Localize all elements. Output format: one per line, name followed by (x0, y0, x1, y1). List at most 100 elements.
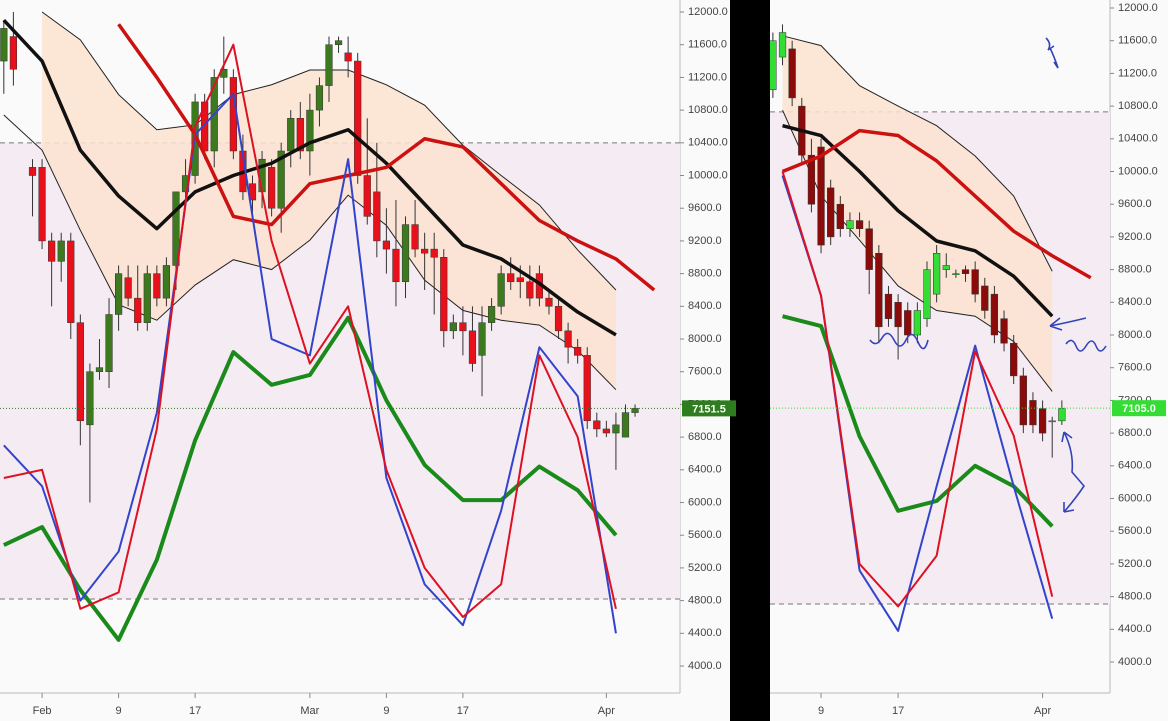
annotations (869, 37, 1107, 513)
candle-body (449, 322, 457, 332)
plot-area (0, 11, 680, 642)
candle-body (296, 118, 304, 152)
band-line (782, 35, 1053, 272)
y-tick-label: 5200.0 (688, 562, 722, 574)
annotation-arrow (1049, 317, 1087, 331)
candle-body (421, 248, 429, 254)
y-tick-label: 7600.0 (688, 366, 722, 378)
candle-body (574, 346, 582, 356)
candle-body (268, 167, 276, 209)
candle-body (153, 273, 161, 299)
candle-body (807, 154, 816, 205)
y-tick-label: 10800.0 (1118, 100, 1158, 112)
candle-body (545, 297, 553, 307)
candle-body (855, 220, 864, 229)
candle-body (631, 408, 639, 413)
annotation-arrow (1061, 431, 1086, 513)
annotation-arrow (1045, 37, 1059, 69)
candle-body (344, 52, 352, 62)
y-tick-label: 6000.0 (1118, 492, 1152, 504)
candle-body (602, 428, 610, 434)
y-tick-label: 4800.0 (688, 595, 722, 607)
candle-body (778, 32, 787, 58)
y-tick-label: 8800.0 (1118, 264, 1152, 276)
candle-body (9, 36, 17, 70)
last-price-text: 7105.0 (1122, 403, 1156, 415)
candle-body (134, 297, 142, 323)
candle-body (1058, 407, 1066, 422)
candle-body (846, 220, 854, 229)
y-tick-label: 9600.0 (688, 202, 722, 214)
y-tick-label: 10400.0 (1118, 133, 1158, 145)
indicator-line (781, 171, 1054, 608)
candle-body (583, 355, 591, 422)
candle-body (57, 240, 65, 262)
candle-body (788, 48, 796, 99)
plot-area (770, 24, 1110, 632)
y-tick-label: 10400.0 (688, 137, 728, 149)
candle-body (971, 269, 979, 295)
candle-body (459, 322, 467, 332)
y-tick-label: 12000.0 (688, 6, 728, 18)
y-tick-label: 6800.0 (1118, 427, 1152, 439)
candle-body (306, 109, 314, 152)
candle-body (621, 412, 630, 438)
candle-body (497, 273, 505, 307)
candle-body (363, 175, 371, 217)
indicator-line (3, 92, 617, 634)
annotation-scribble (869, 332, 929, 350)
y-tick-label: 5600.0 (1118, 525, 1152, 537)
annotation-scribble (1065, 339, 1107, 352)
candle-body (382, 240, 390, 250)
x-tick-label: Mar (300, 705, 319, 717)
y-tick-label: 12000.0 (1118, 2, 1158, 14)
indicator-line (2, 18, 617, 337)
y-tick-label: 11200.0 (688, 71, 727, 83)
y-tick-label: 9200.0 (688, 235, 722, 247)
y-tick-label: 6000.0 (688, 496, 722, 508)
candle-body (430, 248, 438, 258)
candle-body (325, 44, 333, 86)
candle-body (554, 306, 563, 332)
candle-body (836, 203, 844, 229)
x-tick-label: 9 (116, 705, 122, 717)
candle-body (923, 269, 931, 319)
y-tick-label: 11200.0 (1118, 67, 1157, 79)
candle-body (827, 187, 835, 238)
candle-body (817, 146, 825, 246)
y-tick-label: 6400.0 (688, 464, 722, 476)
last-price-label: 7151.5 (682, 400, 736, 417)
candle-body (143, 273, 151, 323)
y-tick-label: 6400.0 (1118, 460, 1152, 472)
candle-body (124, 277, 132, 299)
candle-body (942, 265, 950, 270)
y-tick-label: 8000.0 (688, 333, 722, 345)
candle-body (76, 322, 84, 422)
indicator-line (3, 43, 617, 618)
x-tick-label: Apr (598, 705, 615, 717)
x-tick-label: 17 (892, 705, 904, 717)
candle-body (315, 85, 324, 111)
candle-body (884, 293, 893, 319)
x-tick-label: 17 (457, 705, 469, 717)
y-tick-label: 11600.0 (1118, 35, 1157, 47)
candle-body (961, 269, 970, 274)
candle-body (526, 281, 534, 299)
y-tick-label: 6800.0 (688, 431, 722, 443)
y-tick-label: 5200.0 (1118, 558, 1152, 570)
x-tick-label: 17 (189, 705, 201, 717)
y-tick-label: 8800.0 (688, 268, 722, 280)
y-tick-label: 10000.0 (688, 169, 728, 181)
candle-body (28, 167, 37, 176)
indicator-line (782, 124, 1054, 318)
candle-body (277, 150, 285, 209)
y-tick-label: 10000.0 (1118, 165, 1158, 177)
candle-body (392, 248, 400, 283)
y-tick-label: 4800.0 (1118, 591, 1152, 603)
candle-body (114, 273, 123, 315)
candle-body (354, 60, 362, 176)
candle-body (0, 28, 8, 62)
